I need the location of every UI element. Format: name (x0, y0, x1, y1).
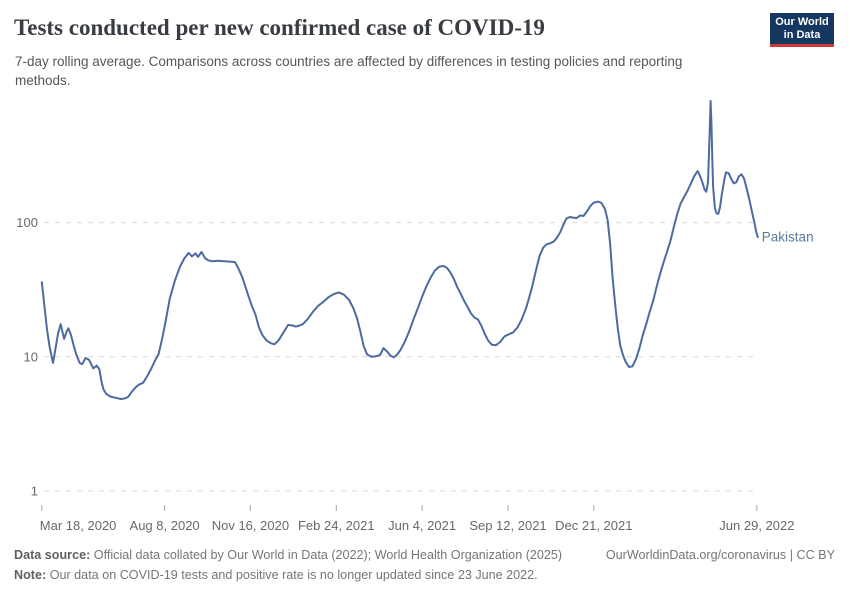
chart-subtitle: 7-day rolling average. Comparisons acros… (15, 54, 683, 88)
chart-title: Tests conducted per new confirmed case o… (14, 15, 545, 40)
x-axis-tick-label: Jun 29, 2022 (719, 518, 794, 533)
owid-logo: Our World in Data (770, 13, 834, 47)
owid-logo-line1: Our World (775, 15, 829, 28)
x-axis-tick-label: Nov 16, 2020 (212, 518, 289, 533)
owid-logo-line2: in Data (783, 28, 821, 41)
x-axis-tick-label: Mar 18, 2020 (40, 518, 117, 533)
x-axis-tick-label: Jun 4, 2021 (388, 518, 456, 533)
data-source-label: Data source: (14, 548, 91, 562)
x-axis-tick-label: Dec 21, 2021 (555, 518, 632, 533)
x-axis-tick-label: Feb 24, 2021 (298, 518, 375, 533)
x-axis-tick-label: Aug 8, 2020 (130, 518, 200, 533)
y-axis-tick-label: 10 (24, 349, 38, 364)
footer-source-row: Data source: Official data collated by O… (14, 545, 835, 565)
series-line-pakistan (40, 100, 759, 400)
data-source-text: Data source: Official data collated by O… (14, 548, 563, 562)
entity-label-pakistan: Pakistan (762, 230, 814, 245)
footer-note-row: Note: Our data on COVID-19 tests and pos… (14, 568, 538, 582)
y-axis-tick-label: 1 (31, 484, 38, 499)
chart-footer: Data source: Official data collated by O… (14, 545, 835, 585)
note-label: Note: (14, 568, 47, 582)
x-axis-tick-label: Sep 12, 2021 (469, 518, 546, 533)
license-text: OurWorldinData.org/coronavirus | CC BY (605, 548, 835, 562)
y-axis-tick-label: 100 (16, 215, 38, 230)
